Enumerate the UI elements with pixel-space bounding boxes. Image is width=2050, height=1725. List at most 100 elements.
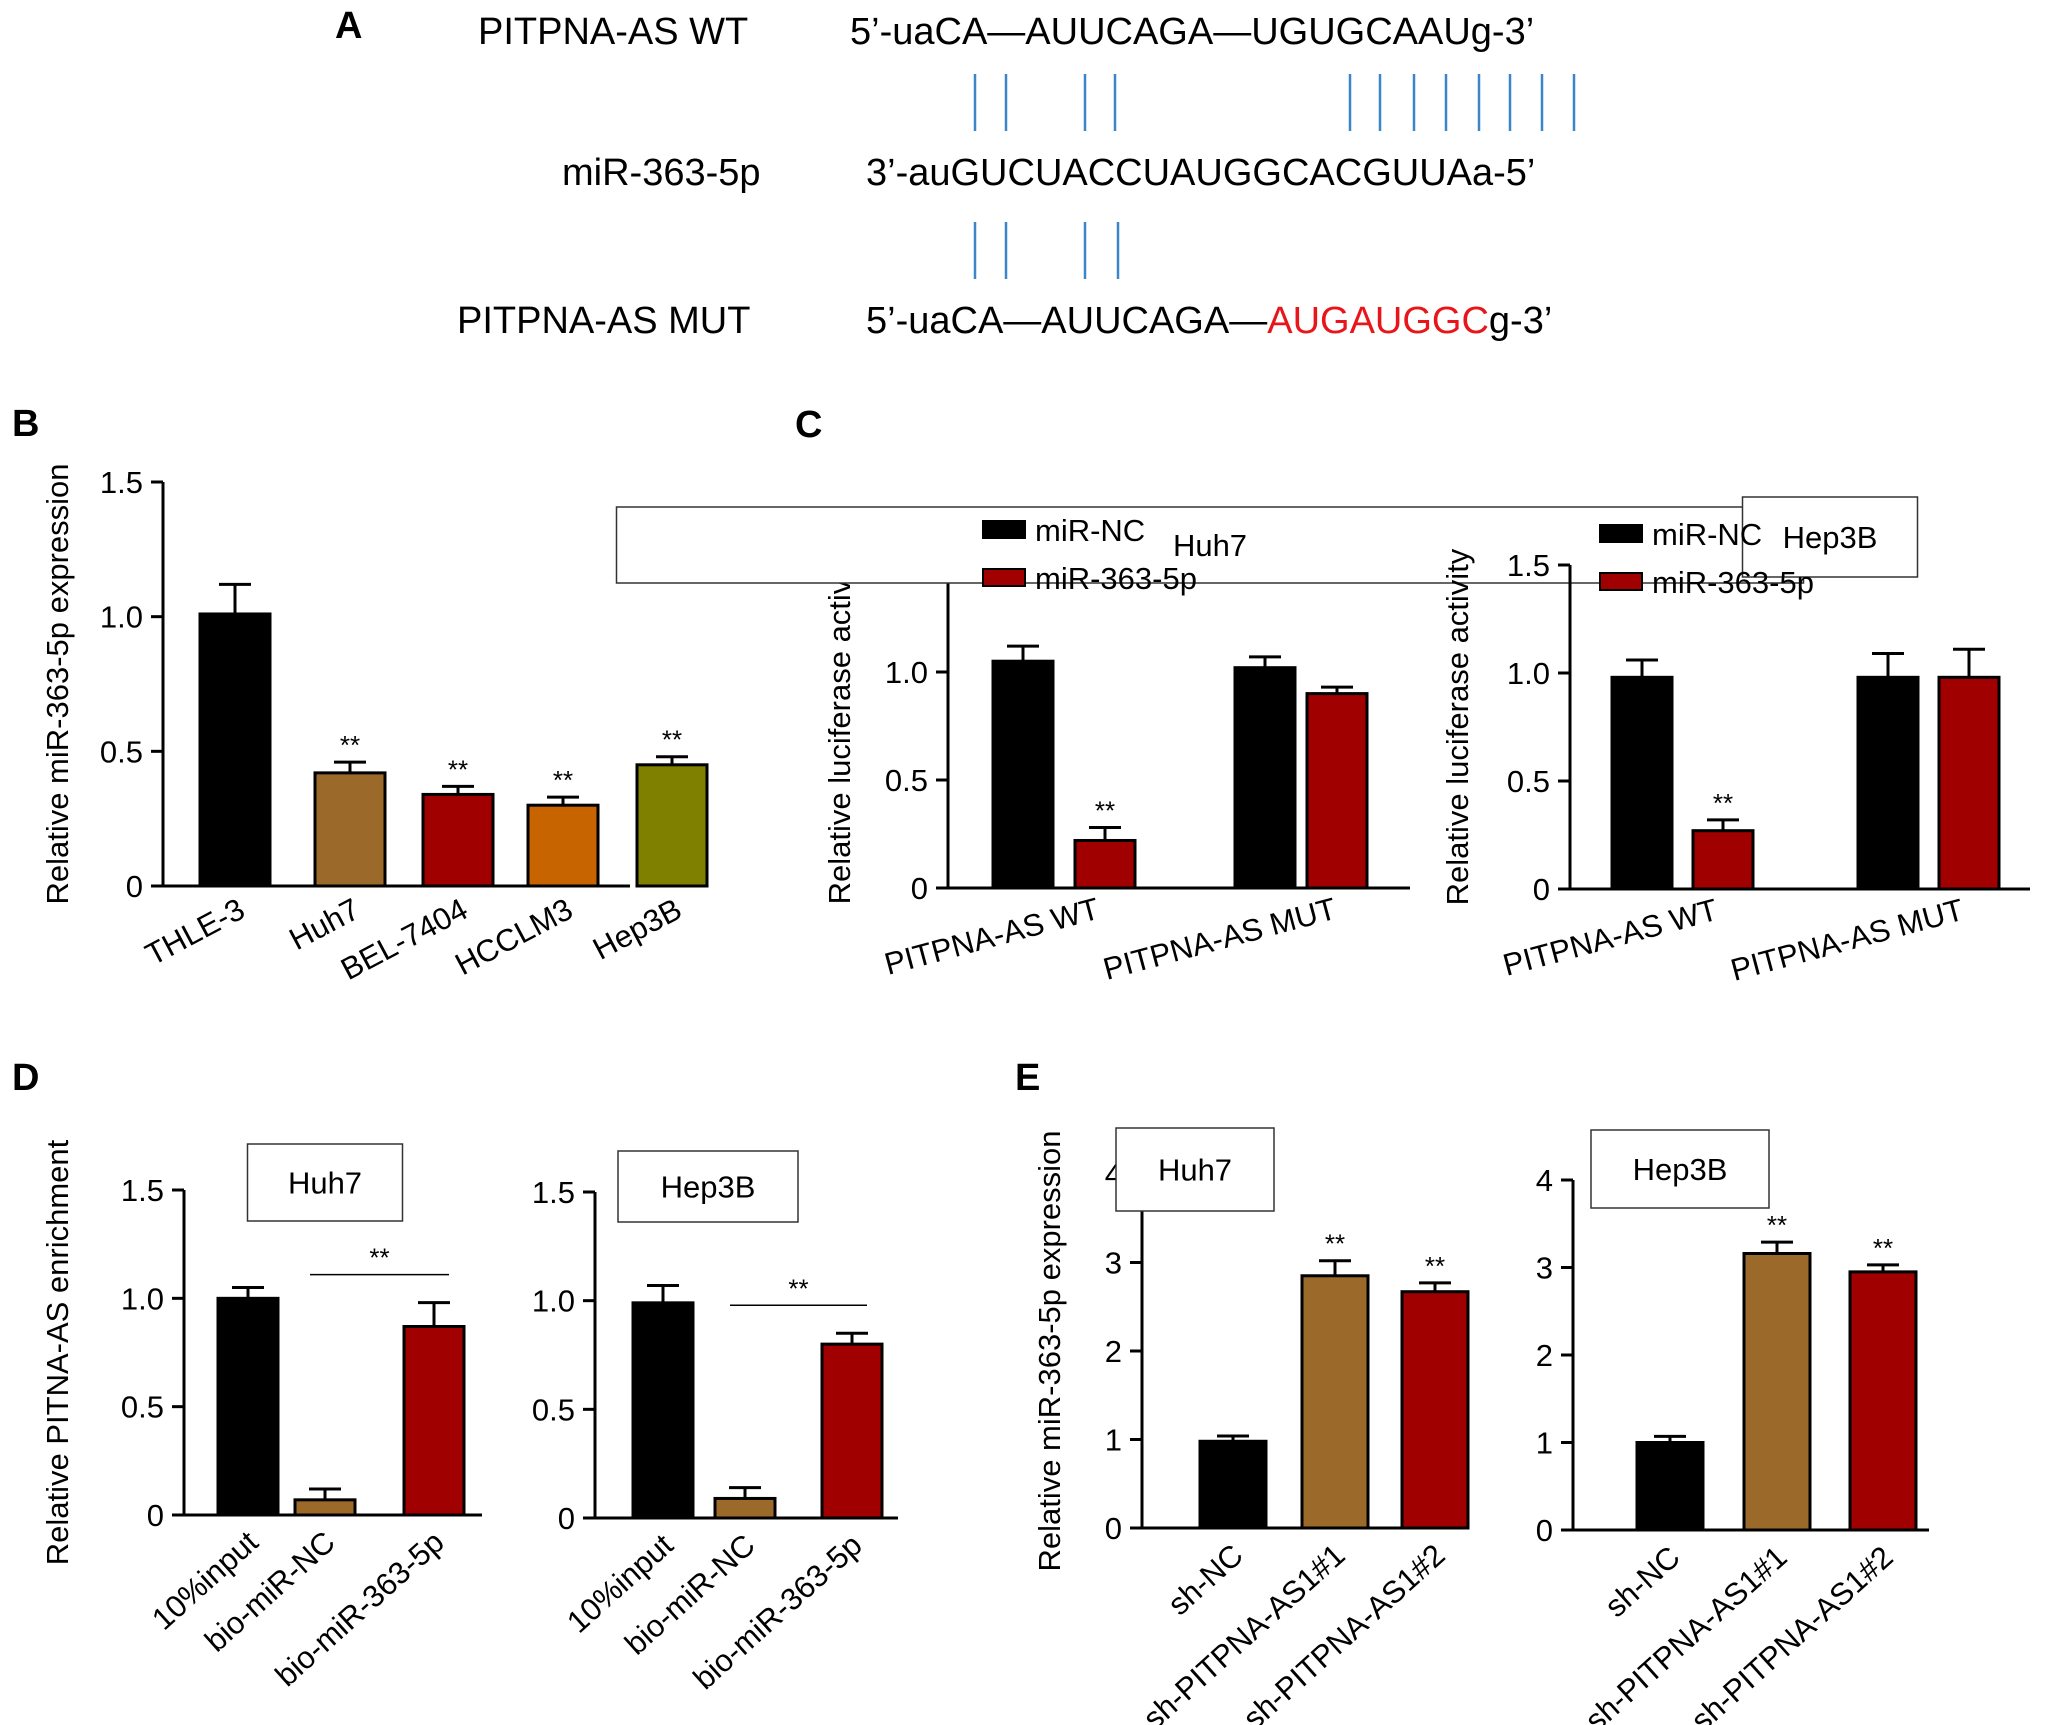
base-pair-lines-bottom bbox=[973, 222, 1120, 279]
bar bbox=[526, 803, 600, 888]
panel-letter: C bbox=[795, 404, 822, 446]
y-tick-label: 1.5 bbox=[532, 1175, 575, 1210]
bar bbox=[1305, 692, 1369, 890]
y-tick-label: 1.0 bbox=[532, 1284, 575, 1319]
legend-swatch bbox=[982, 520, 1026, 539]
seq-part: g-3’ bbox=[1489, 300, 1552, 342]
bar bbox=[635, 763, 709, 888]
y-tick-label: 1.0 bbox=[121, 1281, 164, 1316]
bar bbox=[293, 1498, 357, 1517]
bar bbox=[1691, 829, 1755, 891]
bar bbox=[1742, 1252, 1812, 1532]
x-category-label: sh-NC bbox=[1161, 1537, 1250, 1622]
bar bbox=[991, 659, 1055, 890]
y-tick-label: 0 bbox=[1533, 872, 1550, 907]
y-tick-label: 0 bbox=[1105, 1511, 1122, 1546]
y-tick-label: 3 bbox=[1536, 1251, 1553, 1286]
y-axis-label: Relative luciferase activity bbox=[822, 547, 857, 904]
x-category-label: PITPNA-AS MUT bbox=[1727, 892, 1967, 988]
significance-mark: ** bbox=[662, 725, 682, 755]
panel-letter: E bbox=[1015, 1057, 1040, 1099]
panel-letter-a: A bbox=[335, 5, 362, 47]
significance-mark: ** bbox=[788, 1273, 808, 1303]
legend-swatch bbox=[1599, 524, 1643, 543]
cell-line-box bbox=[1590, 1129, 1770, 1209]
y-tick-label: 0 bbox=[1536, 1513, 1553, 1548]
bar bbox=[402, 1325, 466, 1517]
cell-line-box bbox=[1741, 496, 1919, 578]
y-tick-label: 2 bbox=[1536, 1338, 1553, 1373]
base-pair-lines-top bbox=[973, 74, 1576, 131]
cell-line-label: Hep3B bbox=[1783, 520, 1878, 555]
legend-label: miR-363-5p bbox=[1035, 561, 1197, 596]
y-axis-label: Relative miR-363-5p expression bbox=[1032, 1130, 1067, 1571]
significance-mark: ** bbox=[340, 730, 360, 760]
y-tick-label: 1 bbox=[1105, 1423, 1122, 1458]
bar bbox=[1635, 1441, 1705, 1532]
bar bbox=[1300, 1274, 1370, 1530]
seq-mirna: 3’-auGUCUACCUAUGGCACGUUAa-5’ bbox=[866, 152, 1535, 194]
y-tick-label: 0 bbox=[558, 1501, 575, 1536]
x-category-label: sh-NC bbox=[1598, 1539, 1687, 1624]
bar bbox=[1610, 675, 1674, 891]
y-axis-label: Relative luciferase activity bbox=[1440, 548, 1475, 905]
cell-line-label: Huh7 bbox=[1158, 1153, 1232, 1188]
seq-mut: 5’-uaCA—AUUCAGA—AUGAUGGCg-3’ bbox=[866, 300, 1552, 342]
bar bbox=[631, 1301, 695, 1520]
significance-mark: ** bbox=[1425, 1251, 1445, 1281]
cell-line-label: Huh7 bbox=[1173, 528, 1247, 563]
cell-line-box bbox=[246, 1143, 404, 1222]
bar bbox=[820, 1342, 884, 1520]
bar bbox=[1848, 1270, 1918, 1532]
x-category-label: sh-PITPNA-AS1#1 bbox=[1578, 1539, 1793, 1725]
cell-line-box bbox=[617, 1150, 799, 1223]
seq-label-wt: PITPNA-AS WT bbox=[478, 11, 748, 53]
seq-wt: 5’-uaCA—AUUCAGA—UGUGCAAUg-3’ bbox=[850, 11, 1534, 53]
y-axis-label: Relative miR-363-5p expression bbox=[40, 463, 75, 904]
y-axis-label: Relative PITNA-AS enrichment bbox=[40, 1139, 75, 1565]
significance-mark: ** bbox=[1713, 788, 1733, 818]
legend-label: miR-NC bbox=[1035, 513, 1145, 548]
bar bbox=[1233, 666, 1297, 890]
bar bbox=[1073, 838, 1137, 890]
y-tick-label: 2 bbox=[1105, 1334, 1122, 1369]
x-category-label: THLE-3 bbox=[140, 891, 251, 972]
significance-mark: ** bbox=[1095, 796, 1115, 826]
bar bbox=[1856, 675, 1920, 891]
significance-mark: ** bbox=[369, 1243, 389, 1273]
y-tick-label: 1.5 bbox=[100, 465, 143, 500]
y-tick-label: 0.5 bbox=[532, 1392, 575, 1427]
bar bbox=[713, 1496, 777, 1520]
bar bbox=[313, 771, 387, 888]
legend-label: miR-NC bbox=[1652, 517, 1762, 552]
y-tick-label: 0 bbox=[911, 871, 928, 906]
y-tick-label: 1.5 bbox=[1507, 548, 1550, 583]
chart-panel-d-huh7: D 0 0.5 1.0 1.5 Relative PITNA-AS enrichment H… bbox=[12, 1057, 482, 1693]
y-tick-label: 0.5 bbox=[100, 734, 143, 769]
x-category-label: PITPNA-AS MUT bbox=[1100, 891, 1340, 987]
significance-mark: ** bbox=[1873, 1233, 1893, 1263]
y-tick-label: 3 bbox=[1105, 1246, 1122, 1281]
seq-label-mut: PITPNA-AS MUT bbox=[457, 300, 750, 342]
bar bbox=[1400, 1290, 1470, 1530]
seq-label-mirna: miR-363-5p bbox=[562, 152, 761, 194]
y-tick-label: 4 bbox=[1536, 1163, 1553, 1198]
legend-swatch bbox=[982, 568, 1026, 587]
panel-letter: B bbox=[12, 403, 39, 445]
bar bbox=[216, 1296, 280, 1517]
y-tick-label: 0 bbox=[126, 869, 143, 904]
chart-panel-c-hep3b: 0 0.5 1.0 1.5 Relative luciferase activity He… bbox=[1440, 496, 2030, 988]
chart-panel-d-hep3b: 00.51.01.5 Hep3B10%inputbio-miR-NCbio-miR… bbox=[532, 1150, 898, 1696]
seq-part: 3’-auGUCUACCUAUGGCACGUUAa-5’ bbox=[866, 152, 1535, 194]
cell-line-label: Hep3B bbox=[1633, 1152, 1728, 1187]
significance-mark: ** bbox=[448, 754, 468, 784]
cell-line-label: Huh7 bbox=[288, 1166, 362, 1201]
bar bbox=[421, 792, 495, 888]
bar bbox=[1937, 675, 2001, 891]
seq-part: AUGAUGGC bbox=[1267, 300, 1489, 342]
bar bbox=[1198, 1439, 1268, 1530]
y-tick-label: 0 bbox=[147, 1498, 164, 1533]
